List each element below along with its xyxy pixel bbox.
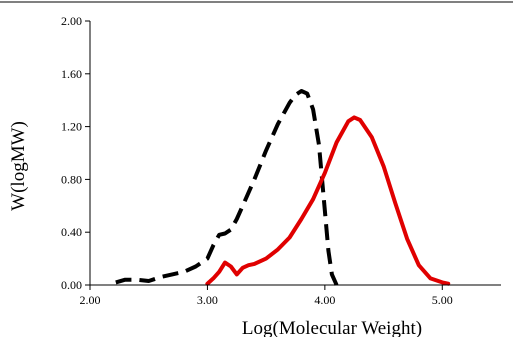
y-tick-label: 0.40 xyxy=(61,225,82,239)
series-line-solid xyxy=(205,115,451,286)
x-tick-label: 5.00 xyxy=(432,293,453,307)
y-tick-label: 0.80 xyxy=(61,172,82,186)
series-line-dashed xyxy=(115,89,339,286)
x-tick-label: 4.00 xyxy=(314,293,335,307)
y-tick-label: 0.00 xyxy=(61,278,82,292)
y-tick-label: 1.20 xyxy=(61,120,82,134)
x-axis-ticks: 2.00 3.00 4.00 5.00 xyxy=(80,285,453,307)
x-axis-label: Log(Molecular Weight) xyxy=(242,318,422,337)
y-tick-label: 2.00 xyxy=(61,14,82,28)
plot-area xyxy=(115,89,451,286)
y-tick-label: 1.60 xyxy=(61,67,82,81)
x-tick-label: 2.00 xyxy=(80,293,101,307)
y-axis-label: W(logMW) xyxy=(8,121,29,211)
x-tick-label: 3.00 xyxy=(197,293,218,307)
y-axis-ticks: 0.00 0.40 0.80 1.20 1.60 2.00 xyxy=(61,14,90,292)
